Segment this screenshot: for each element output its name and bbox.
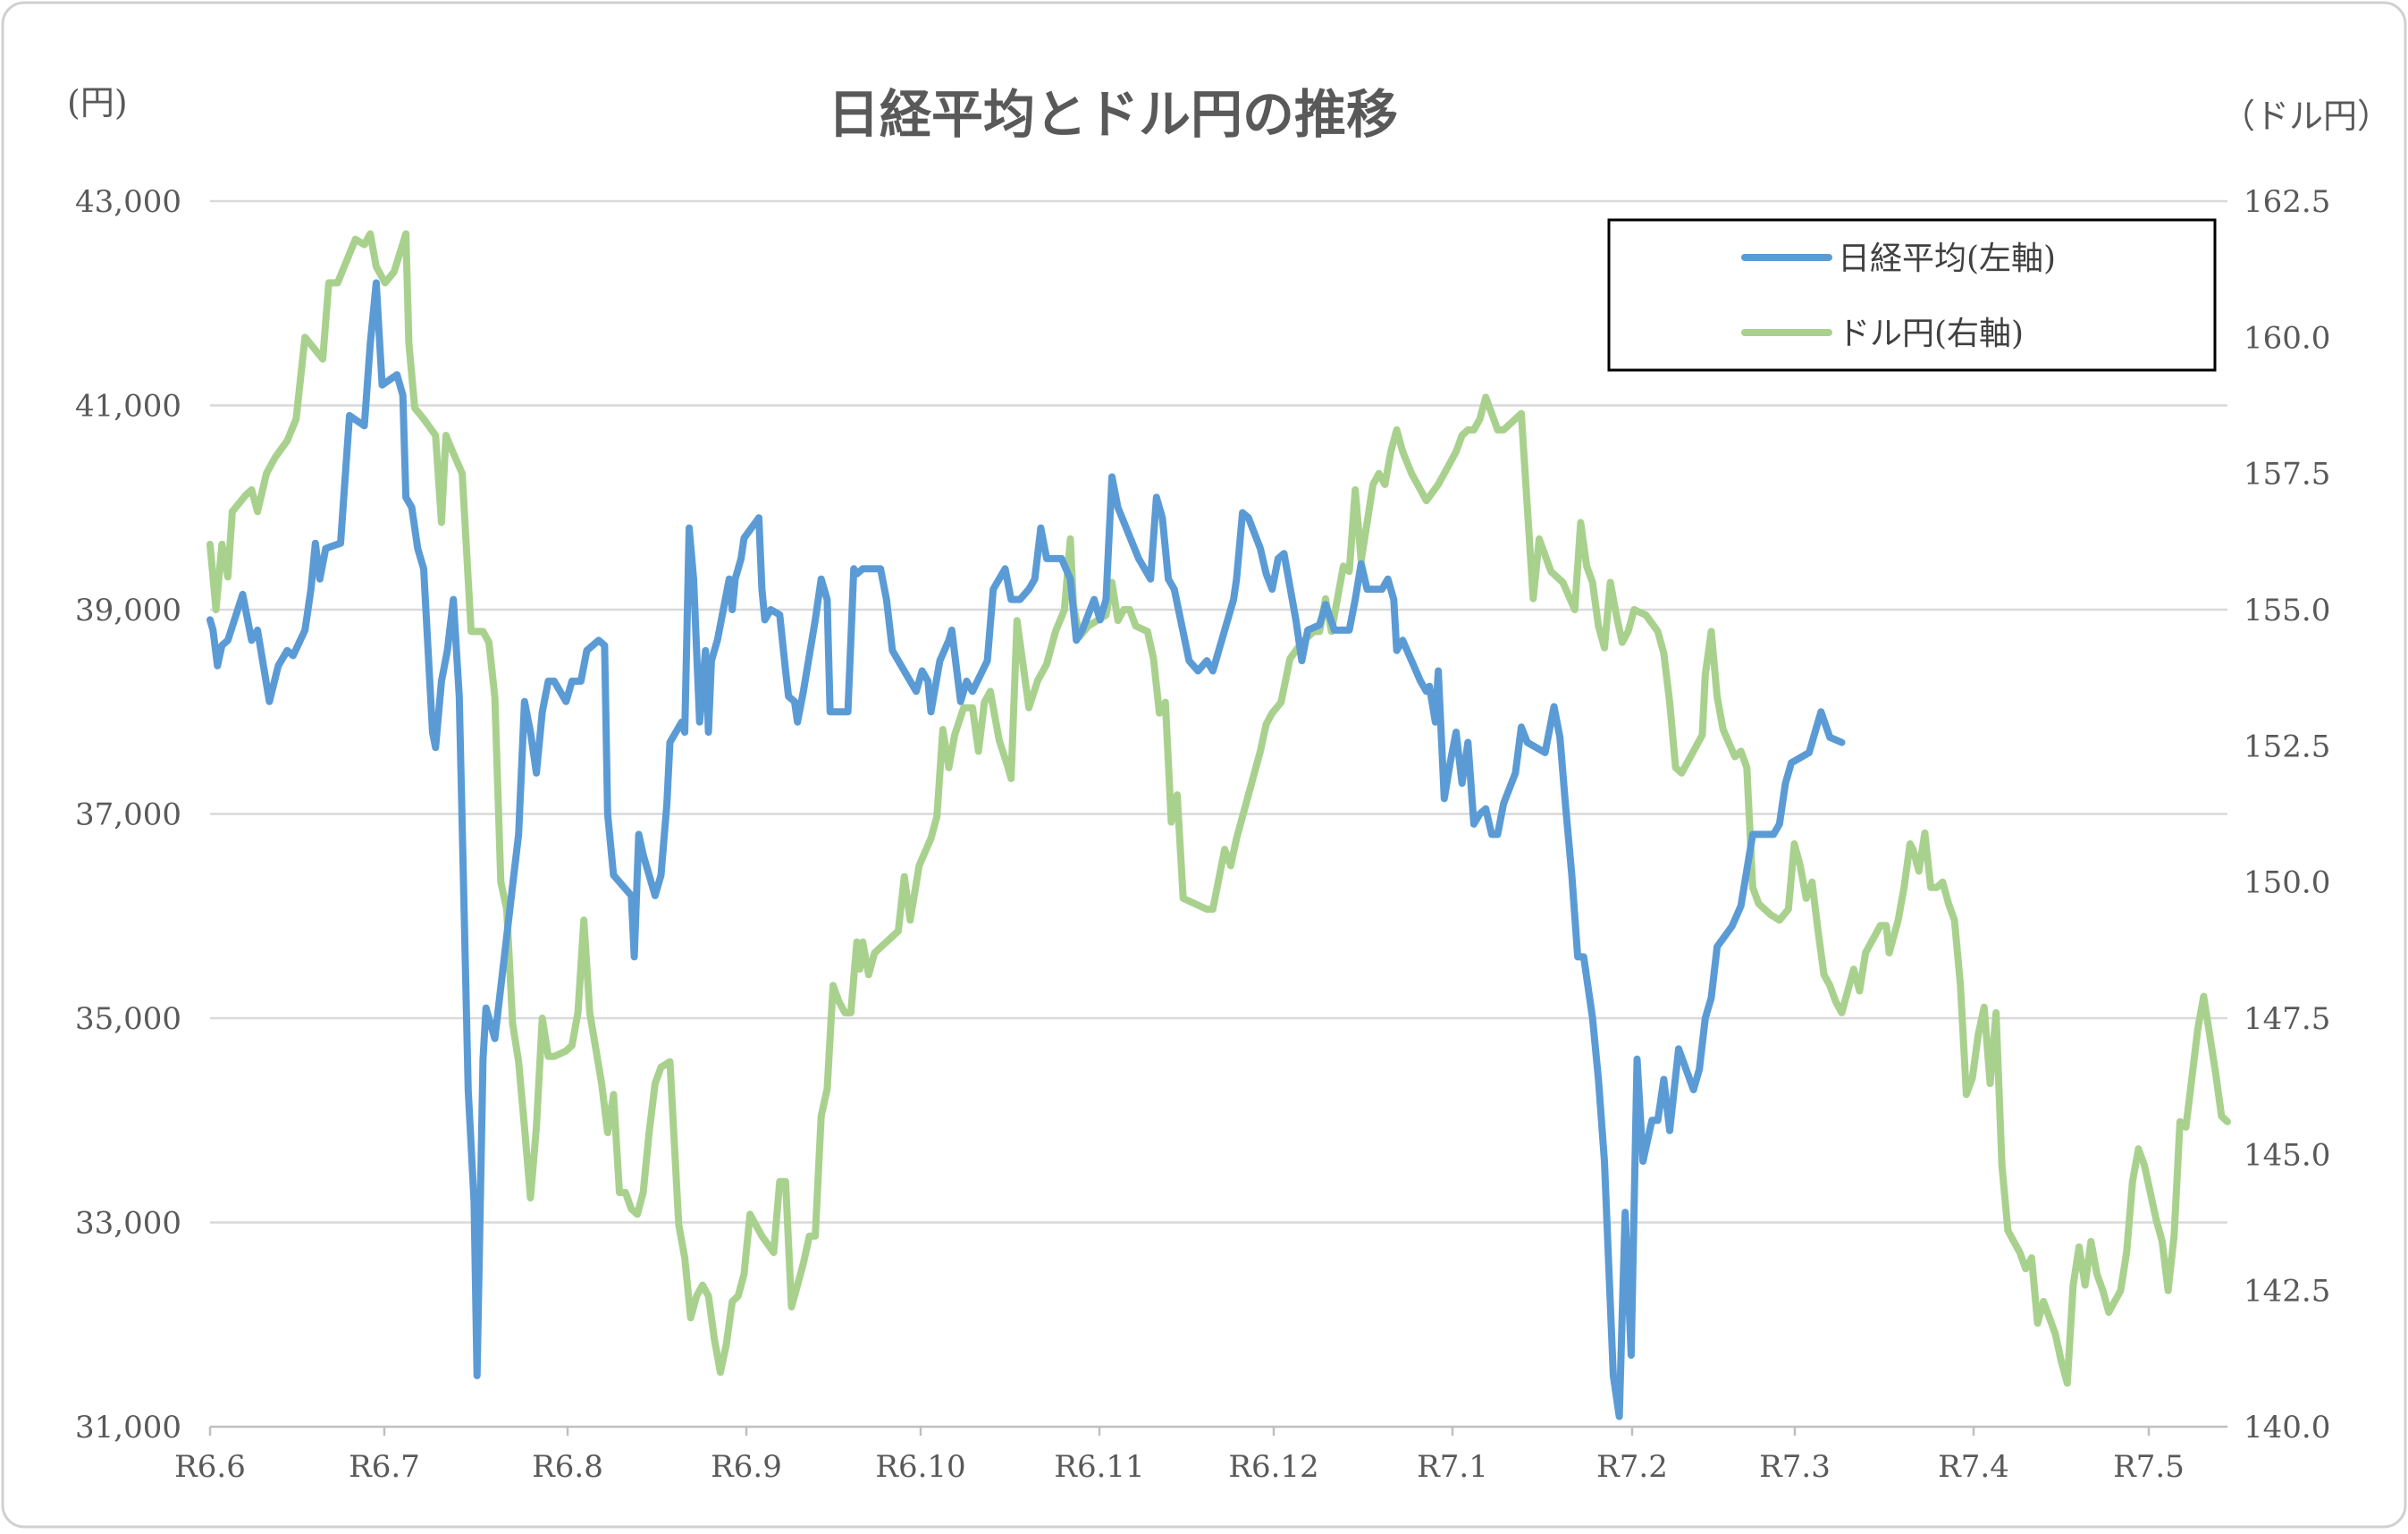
y-right-tick-label: 157.5 (2244, 457, 2330, 493)
x-tick-label: R6.6 (174, 1449, 246, 1485)
right-axis-unit: （ドル円） (2221, 97, 2391, 136)
legend-label-nikkei: 日経平均(左軸) (1838, 240, 2056, 277)
x-tick-label: R7.3 (1759, 1449, 1831, 1485)
x-tick-label: R7.1 (1417, 1449, 1488, 1485)
x-tick-label: R6.8 (532, 1449, 603, 1485)
x-tick-label: R6.11 (1054, 1449, 1144, 1485)
y-right-tick-label: 160.0 (2244, 320, 2330, 356)
series-line-usdjpy (206, 230, 2231, 1387)
y-left-tick-label: 39,000 (75, 593, 181, 628)
left-axis-unit: (円) (67, 83, 128, 122)
series-lines (206, 230, 2231, 1420)
y-right-tick-label: 155.0 (2244, 593, 2330, 628)
x-tick-label: R7.2 (1596, 1449, 1668, 1485)
right-axis-ticks: 140.0 142.5 145.0 147.5 150.0 152.5 155.0 157.5… (2244, 184, 2330, 1446)
y-left-tick-label: 31,000 (75, 1410, 181, 1446)
x-tick-label: R6.7 (349, 1449, 420, 1485)
series-line-nikkei (206, 279, 1846, 1420)
legend-label-usdjpy: ドル円(右軸) (1838, 316, 2024, 352)
gridlines (210, 199, 2227, 1224)
y-left-tick-label: 43,000 (75, 184, 181, 220)
y-right-tick-label: 147.5 (2244, 1001, 2330, 1037)
x-tick-label: R6.9 (711, 1449, 782, 1485)
y-left-tick-label: 41,000 (75, 389, 181, 425)
x-tick-label: R6.12 (1228, 1449, 1318, 1485)
y-right-tick-label: 162.5 (2244, 184, 2330, 220)
x-tick-label: R7.4 (1938, 1449, 2009, 1485)
y-left-tick-label: 37,000 (75, 797, 181, 833)
x-tick-label: R7.5 (2113, 1449, 2185, 1485)
y-left-tick-label: 35,000 (75, 1001, 181, 1037)
legend-box (1607, 218, 2217, 372)
y-right-tick-label: 152.5 (2244, 729, 2330, 764)
y-right-tick-label: 145.0 (2244, 1137, 2330, 1173)
legend: 日経平均(左軸) ドル円(右軸) (1607, 218, 2217, 372)
y-left-tick-label: 33,000 (75, 1206, 181, 1242)
chart-title: 日経平均とドル円の推移 (828, 84, 1398, 145)
y-right-tick-label: 150.0 (2244, 865, 2330, 901)
x-axis-ticks: R6.6 R6.7 R6.8 R6.9 R6.10 R6.11 R6.12 R7.1 R7.2 R… (174, 1427, 2185, 1485)
y-right-tick-label: 140.0 (2244, 1410, 2330, 1446)
left-axis-ticks: 31,000 33,000 35,000 37,000 39,000 41,000 43,0… (75, 184, 181, 1446)
x-tick-label: R6.10 (875, 1449, 965, 1485)
y-right-tick-label: 142.5 (2244, 1274, 2330, 1310)
